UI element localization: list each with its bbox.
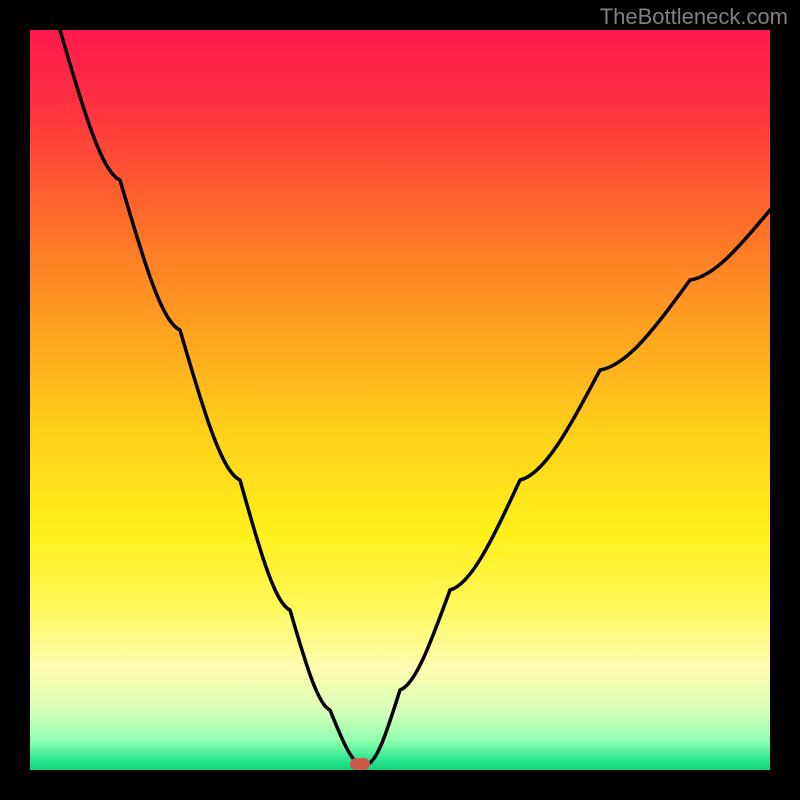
chart-svg xyxy=(0,0,800,800)
chart-canvas: TheBottleneck.com xyxy=(0,0,800,800)
watermark-text: TheBottleneck.com xyxy=(600,4,788,30)
plot-gradient-background xyxy=(30,30,770,770)
optimum-marker xyxy=(350,758,370,770)
